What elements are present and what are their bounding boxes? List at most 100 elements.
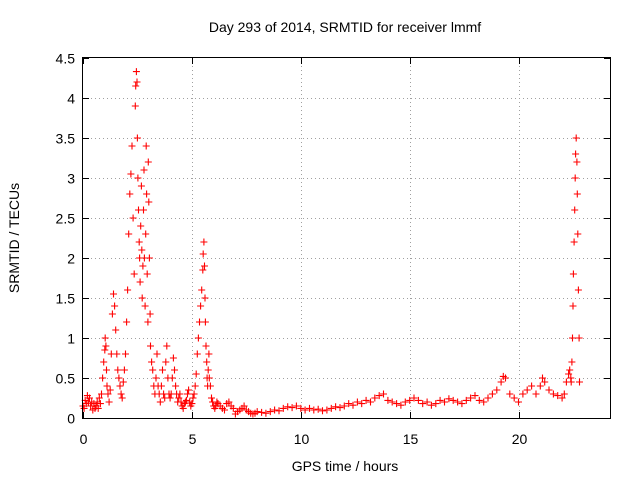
data-point xyxy=(275,407,283,415)
data-point xyxy=(340,402,348,410)
data-point xyxy=(128,142,136,150)
y-tick-label: 0 xyxy=(67,411,75,427)
grid-lines xyxy=(83,58,610,418)
data-point xyxy=(199,250,207,258)
data-point xyxy=(549,390,557,398)
data-point xyxy=(184,390,191,398)
data-point xyxy=(229,404,237,412)
data-point xyxy=(166,394,174,402)
data-point xyxy=(380,390,387,398)
data-point xyxy=(86,394,93,402)
data-point xyxy=(545,386,553,394)
data-point xyxy=(196,318,203,326)
data-point xyxy=(153,350,161,358)
data-point xyxy=(462,396,470,404)
data-point xyxy=(493,386,501,394)
y-axis-label: SRMTID / TECUs xyxy=(6,183,22,293)
data-point xyxy=(199,266,207,274)
x-tick-label: 5 xyxy=(189,431,197,447)
data-point xyxy=(182,396,190,404)
data-point xyxy=(371,394,379,402)
data-point xyxy=(118,394,126,402)
y-tick-label: 2 xyxy=(67,251,75,267)
data-point xyxy=(129,214,137,222)
data-point xyxy=(171,366,178,374)
data-point xyxy=(133,134,141,142)
data-point xyxy=(475,396,483,404)
data-point xyxy=(253,408,261,416)
data-point xyxy=(427,401,435,409)
data-point xyxy=(213,398,221,406)
data-point xyxy=(560,390,568,398)
y-tick-label: 3 xyxy=(67,171,75,187)
data-point xyxy=(314,405,322,413)
data-point xyxy=(208,394,215,402)
data-point xyxy=(163,342,171,350)
data-point xyxy=(445,395,453,403)
data-point xyxy=(528,382,536,390)
data-point xyxy=(136,278,144,286)
data-point xyxy=(566,366,574,374)
data-point xyxy=(284,403,292,411)
data-point xyxy=(449,396,457,404)
srmtid-data-series xyxy=(79,68,583,418)
data-point xyxy=(201,294,209,302)
data-point xyxy=(197,302,205,310)
data-point xyxy=(205,350,213,358)
data-point xyxy=(205,374,213,382)
data-point xyxy=(393,400,401,408)
x-axis-label: GPS time / hours xyxy=(292,458,399,474)
x-tick-label: 20 xyxy=(512,431,528,447)
data-point xyxy=(116,382,124,390)
x-tick-label: 15 xyxy=(403,431,419,447)
data-point xyxy=(144,318,152,326)
data-point xyxy=(102,342,110,350)
data-point xyxy=(190,390,198,398)
data-point xyxy=(189,394,197,402)
y-tick-label: 1.5 xyxy=(56,291,76,307)
data-point xyxy=(192,370,200,378)
data-point xyxy=(134,174,142,182)
data-point xyxy=(279,404,287,412)
data-point xyxy=(574,230,582,238)
data-point xyxy=(113,350,121,358)
data-point xyxy=(130,270,138,278)
data-point xyxy=(349,401,357,409)
data-point xyxy=(240,402,248,410)
data-point xyxy=(194,334,202,342)
data-point xyxy=(574,286,582,294)
data-point xyxy=(488,390,496,398)
data-point xyxy=(156,398,164,406)
data-point xyxy=(519,390,527,398)
data-point xyxy=(172,382,180,390)
data-point xyxy=(191,382,199,390)
data-point xyxy=(142,142,150,150)
data-point xyxy=(143,190,151,198)
y-tick-label: 3.5 xyxy=(56,131,76,147)
data-point xyxy=(202,342,210,350)
data-point xyxy=(145,198,153,206)
data-point xyxy=(140,166,148,174)
data-point xyxy=(554,392,562,400)
data-point xyxy=(201,262,208,270)
data-point xyxy=(144,158,152,166)
data-point xyxy=(146,310,154,318)
data-point xyxy=(105,398,113,406)
data-point xyxy=(203,358,211,366)
data-point xyxy=(114,366,122,374)
data-point xyxy=(502,374,509,382)
data-point xyxy=(145,254,153,262)
y-tick-label: 2.5 xyxy=(56,211,76,227)
data-point xyxy=(480,398,488,406)
data-point xyxy=(112,326,120,334)
data-point xyxy=(575,334,583,342)
data-point xyxy=(104,390,112,398)
y-axis-tick-labels: 0 0.5 1 1.5 2 2.5 3 3.5 4 4.5 xyxy=(56,51,76,427)
data-point xyxy=(168,374,176,382)
data-point xyxy=(117,390,125,398)
data-point xyxy=(201,318,209,326)
data-point xyxy=(310,406,318,414)
y-tick-label: 0.5 xyxy=(56,371,76,387)
data-point xyxy=(94,404,102,412)
data-point xyxy=(297,404,305,412)
